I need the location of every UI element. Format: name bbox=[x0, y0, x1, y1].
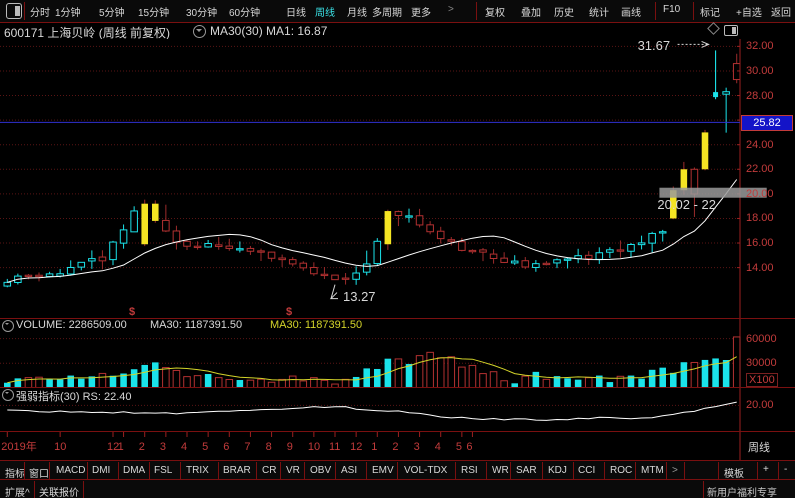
svg-text:11: 11 bbox=[329, 441, 340, 453]
svg-text:12: 12 bbox=[350, 441, 362, 453]
svg-text:7: 7 bbox=[244, 441, 250, 453]
svg-text:2: 2 bbox=[139, 441, 145, 453]
svg-text:3: 3 bbox=[414, 441, 420, 453]
svg-text:10: 10 bbox=[308, 441, 320, 453]
svg-text:10: 10 bbox=[54, 441, 66, 453]
svg-text:1: 1 bbox=[371, 441, 377, 453]
svg-text:5: 5 bbox=[456, 441, 462, 453]
svg-text:4: 4 bbox=[435, 441, 441, 453]
svg-text:4: 4 bbox=[181, 441, 187, 453]
svg-text:2: 2 bbox=[392, 441, 398, 453]
svg-text:6: 6 bbox=[466, 441, 472, 453]
svg-text:1: 1 bbox=[118, 441, 124, 453]
svg-text:2019年: 2019年 bbox=[1, 439, 36, 453]
svg-text:6: 6 bbox=[223, 441, 229, 453]
svg-text:8: 8 bbox=[266, 441, 272, 453]
svg-text:3: 3 bbox=[160, 441, 166, 453]
svg-text:5: 5 bbox=[202, 441, 208, 453]
svg-text:9: 9 bbox=[287, 441, 293, 453]
